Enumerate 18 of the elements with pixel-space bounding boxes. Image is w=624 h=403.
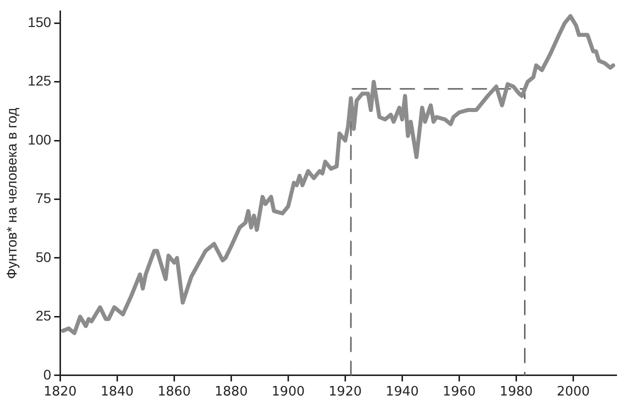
- y-tick-label: 125: [28, 72, 52, 89]
- x-tick-label: 1880: [214, 384, 248, 400]
- y-tick-label: 50: [36, 248, 52, 265]
- y-tick-label: 150: [28, 14, 52, 30]
- x-tick-label: 1860: [158, 384, 191, 400]
- x-tick-label: 1940: [386, 384, 419, 400]
- y-axis-title: Фунтов* на человека в год: [3, 108, 20, 280]
- x-tick-label: 2000: [556, 384, 590, 400]
- x-tick-label: 1980: [500, 384, 533, 400]
- y-tick-label: 100: [28, 131, 52, 148]
- x-tick-label: 1920: [328, 384, 362, 400]
- x-tick-label: 1960: [442, 384, 476, 400]
- y-tick-label: 75: [36, 190, 52, 206]
- y-tick-label: 0: [43, 366, 52, 382]
- x-tick-label: 1840: [100, 384, 134, 400]
- x-tick-label: 1900: [272, 384, 305, 400]
- x-tick-label: 1820: [44, 384, 77, 400]
- y-tick-label: 25: [36, 308, 52, 324]
